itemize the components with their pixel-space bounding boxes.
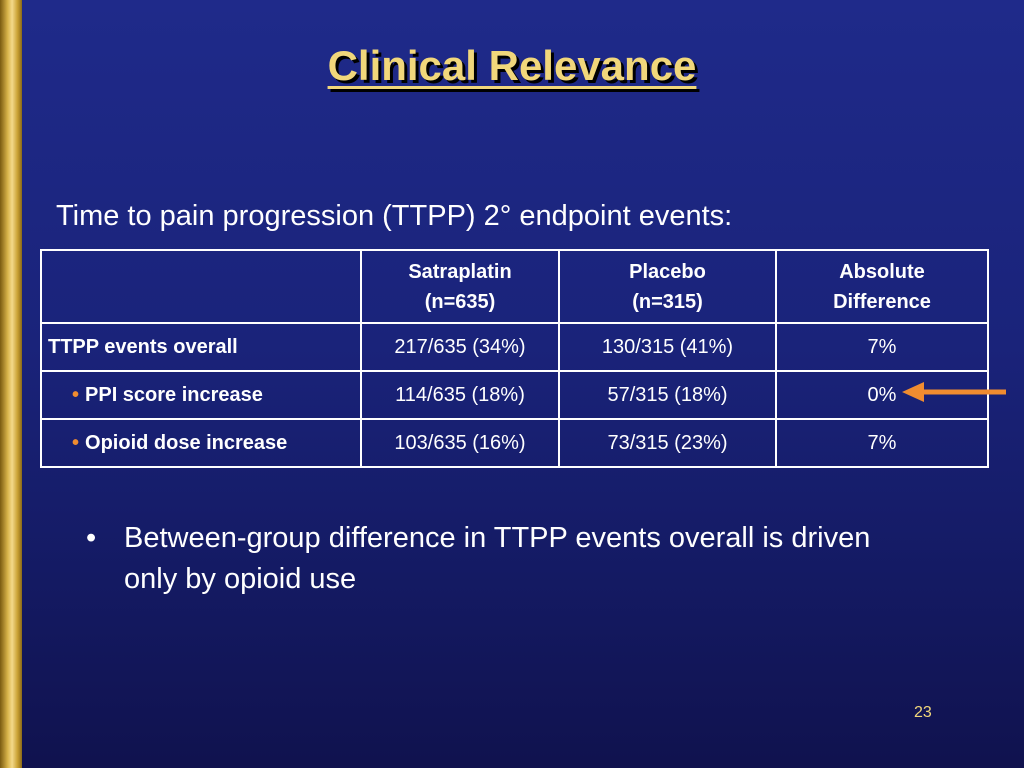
bullet-dot: •	[72, 431, 80, 454]
cell-difference: 7%	[775, 418, 989, 468]
header-cell-satraplatin: Satraplatin (n=635)	[360, 249, 560, 324]
table-row-opioid-dose: • Opioid dose increase 103/635 (16%) 73/3…	[40, 418, 989, 468]
header-satraplatin-n: (n=635)	[424, 290, 496, 313]
table-row-ttpp-overall: TTPP events overall 217/635 (34%) 130/31…	[40, 322, 989, 372]
cell-satraplatin: 114/635 (18%)	[360, 370, 560, 420]
row-label-text: PPI score increase	[85, 383, 263, 406]
cell-placebo: 73/315 (23%)	[558, 418, 777, 468]
header-difference-line1: Absolute	[839, 260, 925, 283]
header-satraplatin-label: Satraplatin	[408, 260, 512, 283]
header-cell-empty	[40, 249, 362, 324]
bullet-dot: •	[86, 522, 97, 554]
header-cell-placebo: Placebo (n=315)	[558, 249, 777, 324]
row-label: TTPP events overall	[40, 322, 362, 372]
row-label: • Opioid dose increase	[40, 418, 362, 468]
cell-placebo: 57/315 (18%)	[558, 370, 777, 420]
bullet-dot: •	[72, 383, 80, 406]
gold-side-bar	[0, 0, 22, 768]
cell-satraplatin: 103/635 (16%)	[360, 418, 560, 468]
page-number: 23	[914, 704, 932, 721]
table-row-ppi-score: • PPI score increase 114/635 (18%) 57/315…	[40, 370, 989, 420]
table-caption: Time to pain progression (TTPP) 2° endpo…	[56, 200, 733, 232]
header-difference-line2: Difference	[833, 290, 931, 313]
header-placebo-label: Placebo	[629, 260, 706, 283]
results-table: Satraplatin (n=635) Placebo (n=315) Abso…	[40, 249, 989, 468]
cell-difference: 7%	[775, 322, 989, 372]
header-placebo-n: (n=315)	[632, 290, 703, 313]
cell-placebo: 130/315 (41%)	[558, 322, 777, 372]
row-label-text: TTPP events overall	[48, 335, 238, 358]
left-arrow-icon	[902, 382, 1006, 402]
row-label: • PPI score increase	[40, 370, 362, 420]
header-cell-difference: Absolute Difference	[775, 249, 989, 324]
row-label-text: Opioid dose increase	[85, 431, 288, 454]
cell-satraplatin: 217/635 (34%)	[360, 322, 560, 372]
slide-title: Clinical Relevance	[327, 42, 697, 89]
table-header-row: Satraplatin (n=635) Placebo (n=315) Abso…	[40, 249, 989, 324]
summary-text: Between-group difference in TTPP events …	[124, 522, 871, 595]
cell-difference: 0%	[775, 370, 989, 420]
